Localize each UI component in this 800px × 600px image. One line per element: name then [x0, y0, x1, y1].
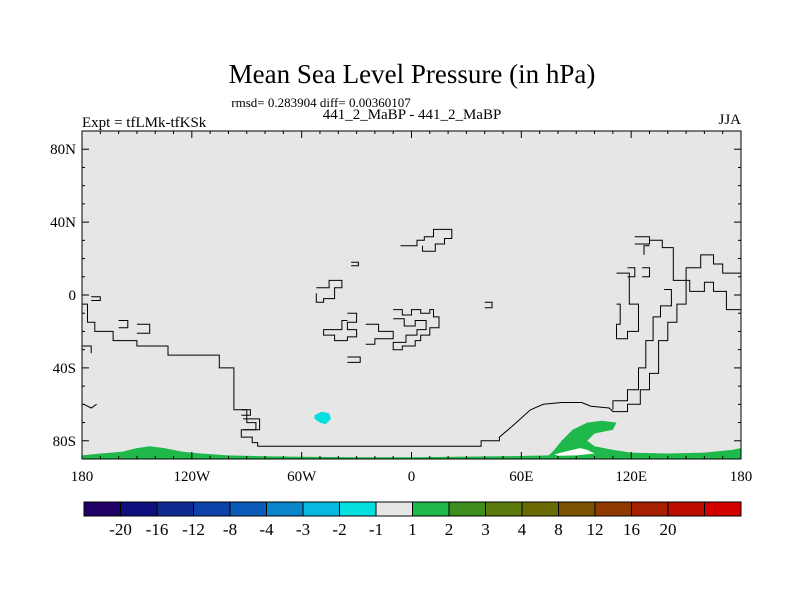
y-tick-label: 0: [69, 288, 77, 304]
south-atlantic-negative-anomaly: [314, 411, 331, 425]
coastline-contour-7: [243, 418, 261, 431]
y-tick-label: 40N: [50, 215, 76, 231]
colorbar-swatch: [412, 501, 450, 517]
x-tick-label: 120W: [173, 469, 211, 485]
x-tick-label: 180: [71, 469, 94, 485]
coastline-contour-12: [392, 309, 440, 351]
colorbar-label: 8: [554, 520, 563, 539]
subtitle-center: 441_2_MaBP - 441_2_MaBP: [323, 107, 502, 123]
colorbar-label: -2: [332, 520, 346, 539]
y-tick-label: 80S: [53, 434, 76, 450]
y-tick-label: 40S: [53, 361, 76, 377]
coastline-contour-3: [91, 296, 101, 301]
colorbar-label: -1: [369, 520, 383, 539]
coastline-contour-18: [643, 245, 650, 255]
colorbar-swatch: [266, 501, 304, 517]
colorbar-label: 16: [623, 520, 640, 539]
colorbar-swatch: [83, 501, 121, 517]
colorbar-swatch: [521, 501, 559, 517]
coastline-contour-9: [323, 312, 358, 342]
colorbar-swatch: [229, 501, 267, 517]
colorbar-swatch: [375, 501, 413, 517]
coastline-contour-1: [82, 345, 92, 354]
coastline-contour-2: [83, 403, 97, 409]
colorbar-label: 3: [481, 520, 490, 539]
antarctic-ice-hole: [554, 448, 595, 456]
coastline-contour-19: [642, 267, 650, 278]
coastline-contour-15: [484, 301, 493, 309]
x-tick-label: 60E: [509, 469, 533, 485]
coastline-contour-5: [136, 323, 151, 334]
coastline-contour-17: [634, 236, 650, 245]
colorbar-swatch: [631, 501, 669, 517]
y-tick-label: 80N: [50, 142, 76, 158]
colorbar-label: 2: [445, 520, 454, 539]
coastline-contour-0: [82, 254, 741, 447]
colorbar-label: 4: [518, 520, 527, 539]
coastline-contour-8: [315, 279, 343, 303]
colorbar-swatch: [594, 501, 632, 517]
colorbar-label: 1: [408, 520, 417, 539]
x-tick-label: 60W: [287, 469, 317, 485]
y-axis: 80N 40N 0 40S 80S: [50, 142, 741, 450]
colorbar-swatch: [120, 501, 158, 517]
chart-title: Mean Sea Level Pressure (in hPa): [229, 59, 596, 89]
colorbar-swatch: [339, 501, 377, 517]
colorbar-label: 20: [660, 520, 677, 539]
map-background: [82, 131, 741, 459]
colorbar-label: -3: [296, 520, 310, 539]
colorbar-label: -20: [109, 520, 132, 539]
colorbar-swatch: [485, 501, 523, 517]
x-tick-label: 0: [408, 469, 416, 485]
colorbar-swatch: [667, 501, 705, 517]
coastline-contour-21: [616, 272, 639, 340]
colorbar-label: 12: [587, 520, 604, 539]
map-plot: [81, 130, 742, 460]
coastline-contour-13: [400, 228, 453, 252]
coastline-contour-6: [241, 409, 251, 416]
colorbar-label: -8: [223, 520, 237, 539]
colorbar-swatch: [704, 501, 742, 517]
coastline-contour-22: [612, 289, 672, 410]
colorbar-swatch: [558, 501, 596, 517]
coastline-contour-16: [649, 239, 741, 311]
colorbar-swatch: [448, 501, 486, 517]
x-tick-label: 120E: [615, 469, 647, 485]
coastline-contour-20: [627, 267, 636, 278]
colorbar-swatch: [302, 501, 340, 517]
colorbar-swatch: [156, 501, 194, 517]
colorbar-swatch: [193, 501, 231, 517]
stats-text: rmsd= 0.283904 diff= 0.00360107: [231, 95, 411, 110]
subtitle-right: JJA: [718, 112, 741, 128]
colorbar-label: -4: [259, 520, 274, 539]
coastline-contour-11: [347, 356, 361, 363]
coastline-contour-4: [118, 320, 129, 329]
coastline-contour-10: [365, 323, 394, 345]
colorbar: -20 -16 -12 -8 -4 -3 -2 -1 1 2 3 4 8 12 16 20: [83, 501, 742, 539]
coastline-contour-14: [351, 261, 359, 267]
subtitle-left: Expt = tfLMk-tfKSk: [82, 115, 207, 131]
colorbar-label: -16: [146, 520, 169, 539]
colorbar-label: -12: [182, 520, 205, 539]
x-axis: 180 120W 60W 0 60E 120E 180: [71, 131, 753, 485]
x-tick-label: 180: [730, 469, 753, 485]
